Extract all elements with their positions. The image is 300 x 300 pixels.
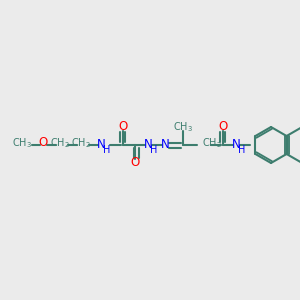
- Text: CH$_2$: CH$_2$: [71, 136, 91, 150]
- Text: N: N: [97, 139, 105, 152]
- Text: O: O: [218, 121, 228, 134]
- Text: N: N: [232, 139, 240, 152]
- Text: CH$_3$: CH$_3$: [12, 136, 32, 150]
- Text: CH$_2$: CH$_2$: [50, 136, 70, 150]
- Text: O: O: [118, 121, 127, 134]
- Text: H: H: [238, 145, 246, 155]
- Text: H: H: [150, 145, 158, 155]
- Text: H: H: [103, 145, 111, 155]
- Text: CH$_2$: CH$_2$: [202, 136, 222, 150]
- Text: O: O: [130, 157, 140, 169]
- Text: O: O: [38, 136, 48, 149]
- Text: N: N: [144, 139, 152, 152]
- Text: CH$_3$: CH$_3$: [173, 120, 193, 134]
- Text: N: N: [160, 139, 169, 152]
